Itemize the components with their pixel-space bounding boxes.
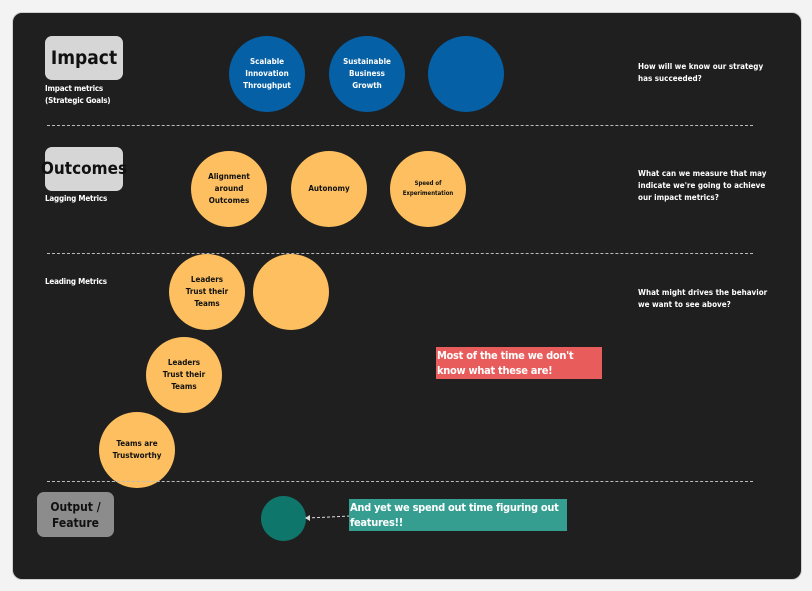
outcomes-label[interactable]: Outcomes — [41, 147, 127, 191]
leading-circle[interactable]: Teams are Trustworthy — [99, 412, 175, 488]
impact-sublabel-line1: Impact metrics — [45, 84, 103, 93]
leading-circle[interactable]: Leaders Trust their Teams — [169, 254, 245, 330]
outcome-circle[interactable]: Speed of Experimentation — [390, 151, 466, 227]
leading-question: What might drives the behavior we want t… — [638, 288, 768, 309]
leading-circle[interactable]: Leaders Trust their Teams — [146, 337, 222, 413]
impact-question: How will we know our strategy has succee… — [638, 62, 764, 83]
impact-sublabel: Impact metrics (Strategic Goals) — [45, 83, 111, 107]
divider — [47, 481, 753, 482]
arrowhead-icon — [305, 515, 310, 521]
impact-label[interactable]: Impact — [45, 36, 123, 80]
sticky-note-unknown[interactable]: Most of the time we don't know what thes… — [436, 347, 602, 379]
divider — [47, 253, 753, 254]
feature-circle[interactable] — [261, 496, 306, 541]
impact-circle[interactable]: Sustainable Business Growth — [329, 36, 405, 112]
divider — [47, 125, 753, 126]
impact-circle[interactable]: Scalable Innovation Throughput — [229, 36, 305, 112]
connector-arrow[interactable] — [300, 505, 355, 530]
output-feature-label[interactable]: Output / Feature — [37, 492, 114, 537]
outcome-circle[interactable]: Autonomy — [291, 151, 367, 227]
outcomes-question: What can we measure that may indicate we… — [638, 169, 767, 202]
sticky-note-features[interactable]: And yet we spend out time figuring out f… — [349, 499, 567, 531]
leading-sublabel: Leading Metrics — [45, 277, 107, 286]
outcome-circle[interactable]: Alignment around Outcomes — [191, 151, 267, 227]
leading-circle-empty[interactable] — [253, 254, 329, 330]
impact-circle-empty[interactable] — [428, 36, 504, 112]
impact-sublabel-line2: (Strategic Goals) — [45, 96, 111, 105]
outcomes-sublabel: Lagging Metrics — [45, 194, 108, 203]
